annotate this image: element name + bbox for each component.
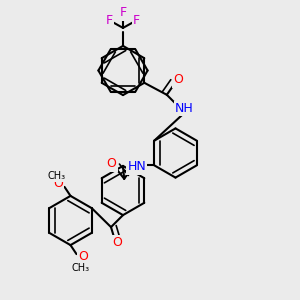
Text: F: F — [119, 6, 127, 20]
Text: O: O — [107, 157, 116, 170]
Text: CH₃: CH₃ — [48, 171, 66, 181]
Text: F: F — [133, 14, 140, 27]
Text: O: O — [78, 250, 88, 263]
Text: O: O — [53, 177, 63, 190]
Text: F: F — [106, 14, 113, 27]
Text: NH: NH — [175, 102, 194, 115]
Text: HN: HN — [128, 160, 146, 173]
Text: CH₃: CH₃ — [72, 263, 90, 273]
Text: O: O — [173, 73, 183, 86]
Text: O: O — [113, 236, 122, 250]
